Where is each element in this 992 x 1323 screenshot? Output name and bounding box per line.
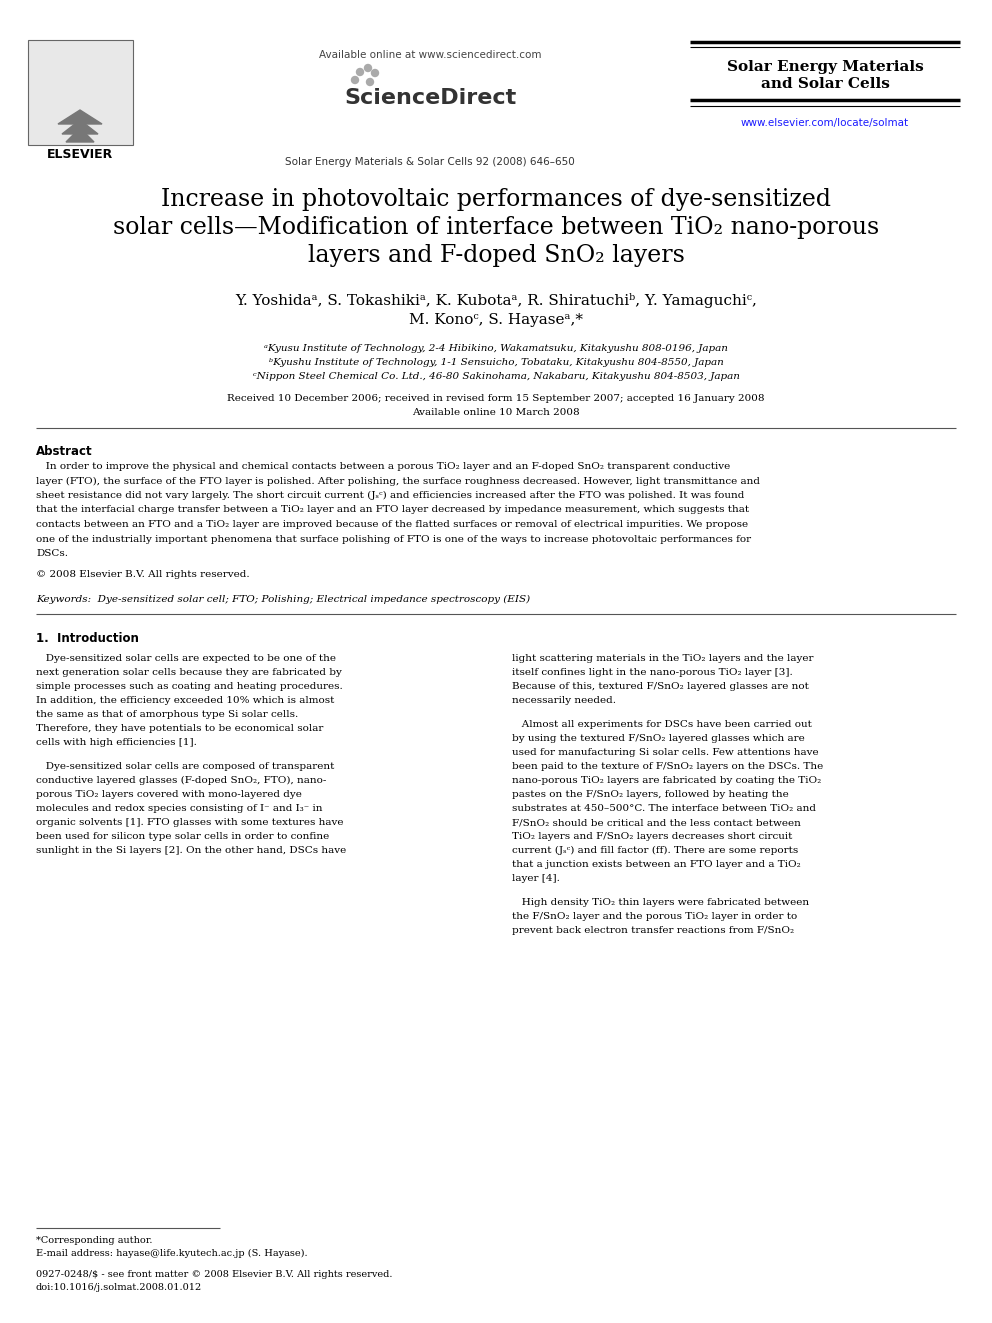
Text: contacts between an FTO and a TiO₂ layer are improved because of the flatted sur: contacts between an FTO and a TiO₂ layer… [36, 520, 748, 529]
Text: E-mail address: hayase@life.kyutech.ac.jp (S. Hayase).: E-mail address: hayase@life.kyutech.ac.j… [36, 1249, 308, 1258]
Text: by using the textured F/SnO₂ layered glasses which are: by using the textured F/SnO₂ layered gla… [512, 734, 805, 744]
Text: that the interfacial charge transfer between a TiO₂ layer and an FTO layer decre: that the interfacial charge transfer bet… [36, 505, 749, 515]
Text: Available online 10 March 2008: Available online 10 March 2008 [413, 407, 579, 417]
Text: pastes on the F/SnO₂ layers, followed by heating the: pastes on the F/SnO₂ layers, followed by… [512, 790, 789, 799]
Bar [28, 40, 133, 146]
Text: Increase in photovoltaic performances of dye-sensitized: Increase in photovoltaic performances of… [161, 188, 831, 210]
Text: and Solar Cells: and Solar Cells [761, 77, 890, 91]
Circle shape [371, 70, 379, 77]
Text: Available online at www.sciencedirect.com: Available online at www.sciencedirect.co… [318, 50, 542, 60]
Text: F/SnO₂ should be critical and the less contact between: F/SnO₂ should be critical and the less c… [512, 818, 801, 827]
Text: Abstract: Abstract [36, 445, 92, 458]
Circle shape [351, 77, 358, 83]
Circle shape [356, 69, 363, 75]
Text: *Corresponding author.: *Corresponding author. [36, 1236, 153, 1245]
Text: ScienceDirect: ScienceDirect [344, 89, 516, 108]
Text: DSCs.: DSCs. [36, 549, 68, 558]
Text: the F/SnO₂ layer and the porous TiO₂ layer in order to: the F/SnO₂ layer and the porous TiO₂ lay… [512, 912, 798, 921]
Text: solar cells—Modification of interface between TiO₂ nano-porous: solar cells—Modification of interface be… [113, 216, 879, 239]
Text: molecules and redox species consisting of I⁻ and I₃⁻ in: molecules and redox species consisting o… [36, 804, 322, 814]
Text: Dye-sensitized solar cells are composed of transparent: Dye-sensitized solar cells are composed … [36, 762, 334, 771]
Polygon shape [58, 110, 102, 124]
Text: cells with high efficiencies [1].: cells with high efficiencies [1]. [36, 738, 196, 747]
Text: conductive layered glasses (F-doped SnO₂, FTO), nano-: conductive layered glasses (F-doped SnO₂… [36, 777, 326, 785]
Text: www.elsevier.com/locate/solmat: www.elsevier.com/locate/solmat [741, 118, 909, 128]
Text: light scattering materials in the TiO₂ layers and the layer: light scattering materials in the TiO₂ l… [512, 654, 813, 663]
Text: ᵃKyusu Institute of Technology, 2-4 Hibikino, Wakamatsuku, Kitakyushu 808-0196, : ᵃKyusu Institute of Technology, 2-4 Hibi… [264, 344, 728, 353]
Text: ELSEVIER: ELSEVIER [47, 148, 113, 161]
Text: © 2008 Elsevier B.V. All rights reserved.: © 2008 Elsevier B.V. All rights reserved… [36, 570, 250, 579]
Text: layers and F-doped SnO₂ layers: layers and F-doped SnO₂ layers [308, 243, 684, 267]
Text: prevent back electron transfer reactions from F/SnO₂: prevent back electron transfer reactions… [512, 926, 795, 935]
Text: nano-porous TiO₂ layers are fabricated by coating the TiO₂: nano-porous TiO₂ layers are fabricated b… [512, 777, 821, 785]
Text: Received 10 December 2006; received in revised form 15 September 2007; accepted : Received 10 December 2006; received in r… [227, 394, 765, 404]
Polygon shape [62, 120, 98, 134]
Text: porous TiO₂ layers covered with mono-layered dye: porous TiO₂ layers covered with mono-lay… [36, 790, 302, 799]
Text: that a junction exists between an FTO layer and a TiO₂: that a junction exists between an FTO la… [512, 860, 801, 869]
Text: the same as that of amorphous type Si solar cells.: the same as that of amorphous type Si so… [36, 710, 299, 718]
Text: itself confines light in the nano-porous TiO₂ layer [3].: itself confines light in the nano-porous… [512, 668, 793, 677]
Text: next generation solar cells because they are fabricated by: next generation solar cells because they… [36, 668, 342, 677]
Text: layer [4].: layer [4]. [512, 875, 559, 882]
Circle shape [364, 65, 371, 71]
Text: layer (FTO), the surface of the FTO layer is polished. After polishing, the surf: layer (FTO), the surface of the FTO laye… [36, 476, 760, 486]
Text: used for manufacturing Si solar cells. Few attentions have: used for manufacturing Si solar cells. F… [512, 747, 818, 757]
Text: TiO₂ layers and F/SnO₂ layers decreases short circuit: TiO₂ layers and F/SnO₂ layers decreases … [512, 832, 793, 841]
Text: Almost all experiments for DSCs have been carried out: Almost all experiments for DSCs have bee… [512, 720, 811, 729]
Text: Solar Energy Materials & Solar Cells 92 (2008) 646–650: Solar Energy Materials & Solar Cells 92 … [285, 157, 575, 167]
Text: been paid to the texture of F/SnO₂ layers on the DSCs. The: been paid to the texture of F/SnO₂ layer… [512, 762, 823, 771]
Text: necessarily needed.: necessarily needed. [512, 696, 616, 705]
Text: In addition, the efficiency exceeded 10% which is almost: In addition, the efficiency exceeded 10%… [36, 696, 334, 705]
Text: Therefore, they have potentials to be economical solar: Therefore, they have potentials to be ec… [36, 724, 323, 733]
Text: ᵇKyushu Institute of Technology, 1-1 Sensuicho, Tobataku, Kitakyushu 804-8550, J: ᵇKyushu Institute of Technology, 1-1 Sen… [269, 359, 723, 366]
Text: 0927-0248/$ - see front matter © 2008 Elsevier B.V. All rights reserved.: 0927-0248/$ - see front matter © 2008 El… [36, 1270, 393, 1279]
Text: ᶜNippon Steel Chemical Co. Ltd., 46-80 Sakinohama, Nakabaru, Kitakyushu 804-8503: ᶜNippon Steel Chemical Co. Ltd., 46-80 S… [253, 372, 739, 381]
Text: M. Konoᶜ, S. Hayaseᵃ,*: M. Konoᶜ, S. Hayaseᵃ,* [409, 314, 583, 327]
Text: current (Jₛᶜ) and fill factor (ff). There are some reports: current (Jₛᶜ) and fill factor (ff). Ther… [512, 845, 799, 855]
Text: In order to improve the physical and chemical contacts between a porous TiO₂ lay: In order to improve the physical and che… [36, 462, 730, 471]
Polygon shape [66, 128, 94, 142]
Text: High density TiO₂ thin layers were fabricated between: High density TiO₂ thin layers were fabri… [512, 898, 809, 908]
Text: doi:10.1016/j.solmat.2008.01.012: doi:10.1016/j.solmat.2008.01.012 [36, 1283, 202, 1293]
Text: Y. Yoshidaᵃ, S. Tokashikiᵃ, K. Kubotaᵃ, R. Shiratuchiᵇ, Y. Yamaguchiᶜ,: Y. Yoshidaᵃ, S. Tokashikiᵃ, K. Kubotaᵃ, … [235, 292, 757, 308]
Text: Keywords:  Dye-sensitized solar cell; FTO; Polishing; Electrical impedance spect: Keywords: Dye-sensitized solar cell; FTO… [36, 595, 530, 605]
Text: simple processes such as coating and heating procedures.: simple processes such as coating and hea… [36, 681, 343, 691]
Circle shape [366, 78, 374, 86]
Text: been used for silicon type solar cells in order to confine: been used for silicon type solar cells i… [36, 832, 329, 841]
Text: Because of this, textured F/SnO₂ layered glasses are not: Because of this, textured F/SnO₂ layered… [512, 681, 808, 691]
Text: organic solvents [1]. FTO glasses with some textures have: organic solvents [1]. FTO glasses with s… [36, 818, 343, 827]
Text: sheet resistance did not vary largely. The short circuit current (Jₛᶜ) and effic: sheet resistance did not vary largely. T… [36, 491, 744, 500]
Text: substrates at 450–500°C. The interface between TiO₂ and: substrates at 450–500°C. The interface b… [512, 804, 816, 814]
Text: one of the industrially important phenomena that surface polishing of FTO is one: one of the industrially important phenom… [36, 534, 751, 544]
Text: sunlight in the Si layers [2]. On the other hand, DSCs have: sunlight in the Si layers [2]. On the ot… [36, 845, 346, 855]
Text: Dye-sensitized solar cells are expected to be one of the: Dye-sensitized solar cells are expected … [36, 654, 336, 663]
Text: 1.  Introduction: 1. Introduction [36, 632, 139, 646]
Text: Solar Energy Materials: Solar Energy Materials [726, 60, 924, 74]
